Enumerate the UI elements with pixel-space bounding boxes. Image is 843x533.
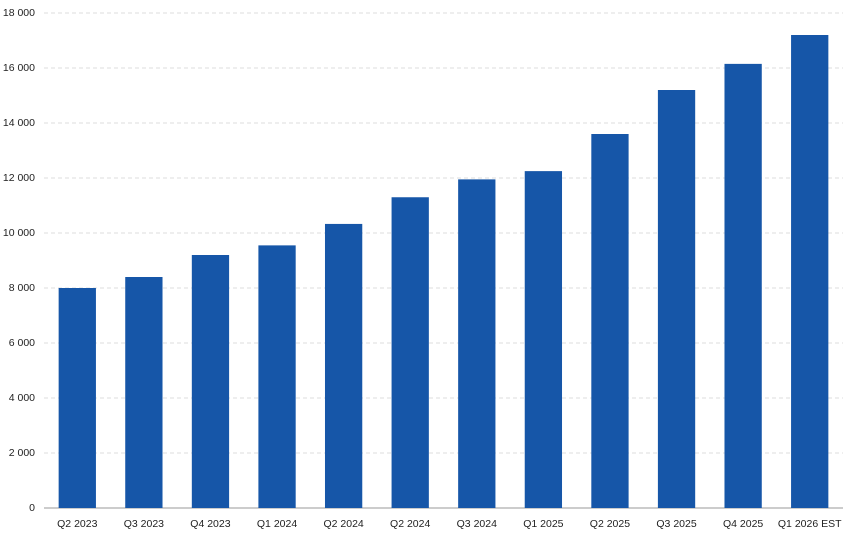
y-tick-label: 2 000 [9, 447, 35, 459]
bar [591, 134, 629, 508]
bar [258, 245, 296, 508]
y-tick-label: 10 000 [3, 227, 35, 239]
x-tick-label: Q1 2024 [257, 518, 297, 530]
x-tick-label: Q3 2024 [457, 518, 497, 530]
x-tick-label: Q2 2024 [390, 518, 430, 530]
bar [191, 255, 230, 508]
x-tick-label: Q4 2023 [190, 518, 230, 530]
bar [524, 171, 563, 508]
x-tick-label: Q2 2025 [590, 518, 630, 530]
y-tick-label: 12 000 [3, 172, 35, 184]
y-tick-label: 14 000 [3, 117, 35, 129]
x-tick-label: Q3 2025 [656, 518, 696, 530]
x-tick-label: Q2 2023 [57, 518, 97, 530]
y-tick-label: 16 000 [3, 62, 35, 74]
x-tick-label: Q1 2026 EST [778, 518, 842, 530]
bar [791, 35, 829, 508]
x-tick-label: Q1 2025 [523, 518, 563, 530]
bar [458, 179, 496, 508]
x-tick-label: Q2 2024 [323, 518, 363, 530]
bar [58, 288, 96, 508]
y-tick-label: 18 000 [3, 7, 35, 19]
bar [125, 277, 163, 508]
y-tick-label: 6 000 [9, 337, 35, 349]
bar [657, 90, 696, 508]
x-tick-label: Q4 2025 [723, 518, 763, 530]
bar [724, 63, 762, 508]
y-tick-label: 0 [29, 502, 35, 514]
y-tick-label: 8 000 [9, 282, 35, 294]
y-tick-label: 4 000 [9, 392, 35, 404]
bar [391, 197, 429, 508]
bar [324, 223, 363, 509]
x-tick-label: Q3 2023 [124, 518, 164, 530]
